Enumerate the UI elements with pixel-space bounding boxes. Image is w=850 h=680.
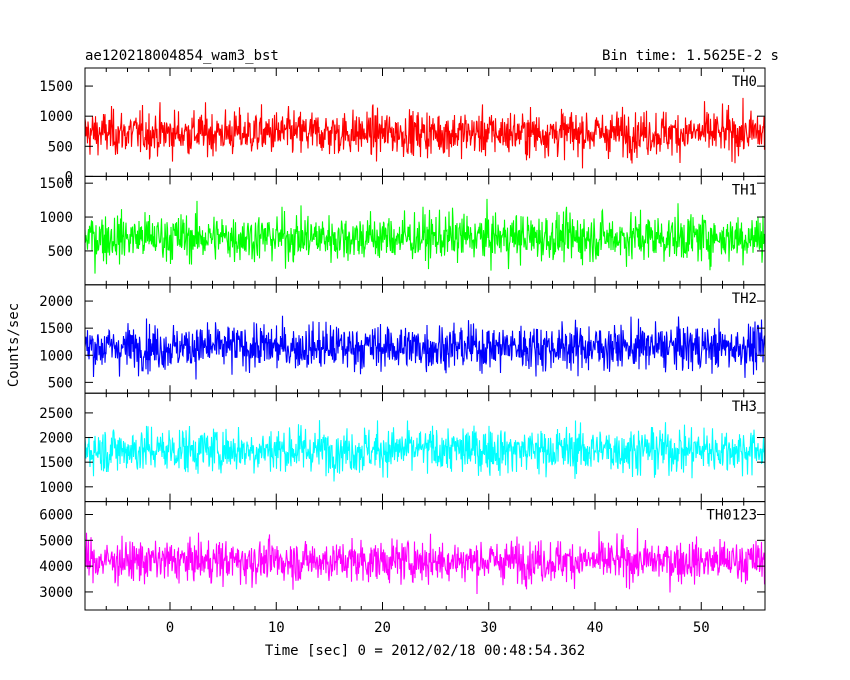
y-tick-label: 2500 [39,406,73,422]
y-tick-label: 1500 [39,176,73,192]
x-tick-label: 20 [374,620,391,636]
bin-time-label: Bin time: 1.5625E-2 s [602,48,779,64]
series-th3 [84,420,766,482]
series-th2 [84,315,766,380]
series-th0123 [84,528,766,595]
x-tick-label: 0 [166,620,174,636]
x-axis-label: Time [sec] 0 = 2012/02/18 00:48:54.362 [265,643,585,659]
panel-label-th0123: TH0123 [706,508,757,524]
panel-label-th0: TH0 [732,74,757,90]
y-tick-label: 6000 [39,508,73,524]
y-tick-label: 3000 [39,585,73,601]
x-tick-label: 40 [587,620,604,636]
panel-label-th3: TH3 [732,399,757,415]
y-tick-label: 1500 [39,455,73,471]
y-tick-label: 500 [48,244,73,260]
chart-title: ae120218004854_wam3_bst [85,48,279,64]
x-tick-label: 50 [693,620,710,636]
y-tick-label: 2000 [39,294,73,310]
series-th1 [84,198,766,274]
y-tick-label: 1000 [39,348,73,364]
y-tick-label: 500 [48,139,73,155]
y-tick-label: 1000 [39,109,73,125]
panel-label-th1: TH1 [732,182,757,198]
y-tick-label: 1500 [39,321,73,337]
y-tick-label: 500 [48,375,73,391]
y-tick-label: 4000 [39,559,73,575]
series-th0 [84,97,766,169]
y-tick-label: 0 [65,169,73,185]
y-tick-label: 2000 [39,431,73,447]
y-tick-label: 1000 [39,210,73,226]
y-tick-label: 5000 [39,533,73,549]
x-tick-label: 10 [268,620,285,636]
x-tick-label: 30 [480,620,497,636]
panel-label-th2: TH2 [732,291,757,307]
y-tick-label: 1500 [39,79,73,95]
y-axis-label: Counts/sec [6,303,22,387]
y-tick-label: 1000 [39,480,73,496]
